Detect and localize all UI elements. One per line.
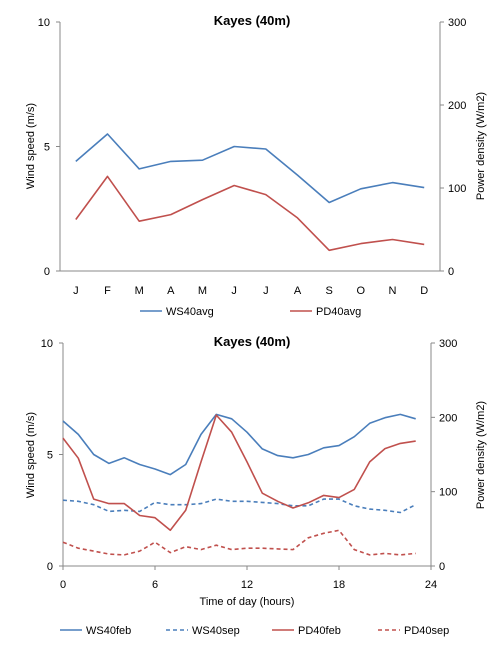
chart-hourly: Kayes (40m) Wind speed (m/s) Power densi…	[25, 334, 487, 637]
x-tick-label: S	[325, 285, 332, 297]
y2-tick-label: 0	[439, 561, 445, 573]
chart-title: Kayes (40m)	[214, 13, 291, 28]
series-line-ws40sep	[62, 498, 417, 514]
series-line-ws40feb	[62, 413, 416, 476]
y2-axis-label: Power density (W/m2)	[475, 401, 487, 509]
legend-label-pd40feb: PD40feb	[298, 625, 341, 637]
x-axis-label: Time of day (hours)	[200, 596, 295, 608]
series-line-ws40avg	[75, 133, 425, 204]
series-line-pd40sep	[62, 529, 416, 556]
y2-tick-label: 0	[448, 266, 454, 278]
x-tick-label: A	[167, 285, 175, 297]
y-tick-label: 0	[44, 266, 50, 278]
x-tick-label: O	[357, 285, 366, 297]
x-tick-label: J	[231, 285, 237, 297]
x-tick-label: F	[104, 285, 111, 297]
x-tick-label: 12	[241, 579, 253, 591]
y-tick-label: 5	[47, 450, 53, 462]
x-tick-label: D	[420, 285, 428, 297]
x-tick-label: A	[294, 285, 302, 297]
x-tick-label: 18	[333, 579, 345, 591]
x-tick-label: 6	[152, 579, 158, 591]
y2-axis-label: Power density (W/m2)	[475, 92, 487, 200]
y-axis-label: Wind speed (m/s)	[25, 103, 37, 189]
y2-tick-label: 100	[439, 487, 457, 499]
x-tick-label: M	[198, 285, 207, 297]
chart-monthly: Kayes (40m) Wind speed (m/s) Power densi…	[25, 13, 487, 318]
legend-label-ws40sep: WS40sep	[192, 625, 240, 637]
y-tick-label: 10	[41, 338, 53, 350]
legend-label-ws40avg: WS40avg	[166, 306, 214, 318]
y-tick-label: 0	[47, 561, 53, 573]
legend-label-ws40feb: WS40feb	[86, 625, 131, 637]
y2-tick-label: 300	[439, 338, 457, 350]
series-line-pd40feb	[62, 414, 416, 532]
x-tick-label: N	[389, 285, 397, 297]
y2-tick-label: 300	[448, 17, 466, 29]
series-line-pd40avg	[75, 175, 425, 252]
y-tick-label: 5	[44, 142, 50, 154]
x-tick-label: 0	[60, 579, 66, 591]
y2-tick-label: 200	[439, 412, 457, 424]
legend-label-pd40sep: PD40sep	[404, 625, 449, 637]
x-tick-label: J	[263, 285, 269, 297]
chart-title: Kayes (40m)	[214, 334, 291, 349]
y-axis-label: Wind speed (m/s)	[25, 412, 37, 498]
y2-tick-label: 100	[448, 183, 466, 195]
y-tick-label: 10	[38, 17, 50, 29]
x-tick-label: 24	[425, 579, 437, 591]
x-tick-label: M	[135, 285, 144, 297]
y2-tick-label: 200	[448, 100, 466, 112]
legend-label-pd40avg: PD40avg	[316, 306, 361, 318]
x-tick-label: J	[73, 285, 79, 297]
